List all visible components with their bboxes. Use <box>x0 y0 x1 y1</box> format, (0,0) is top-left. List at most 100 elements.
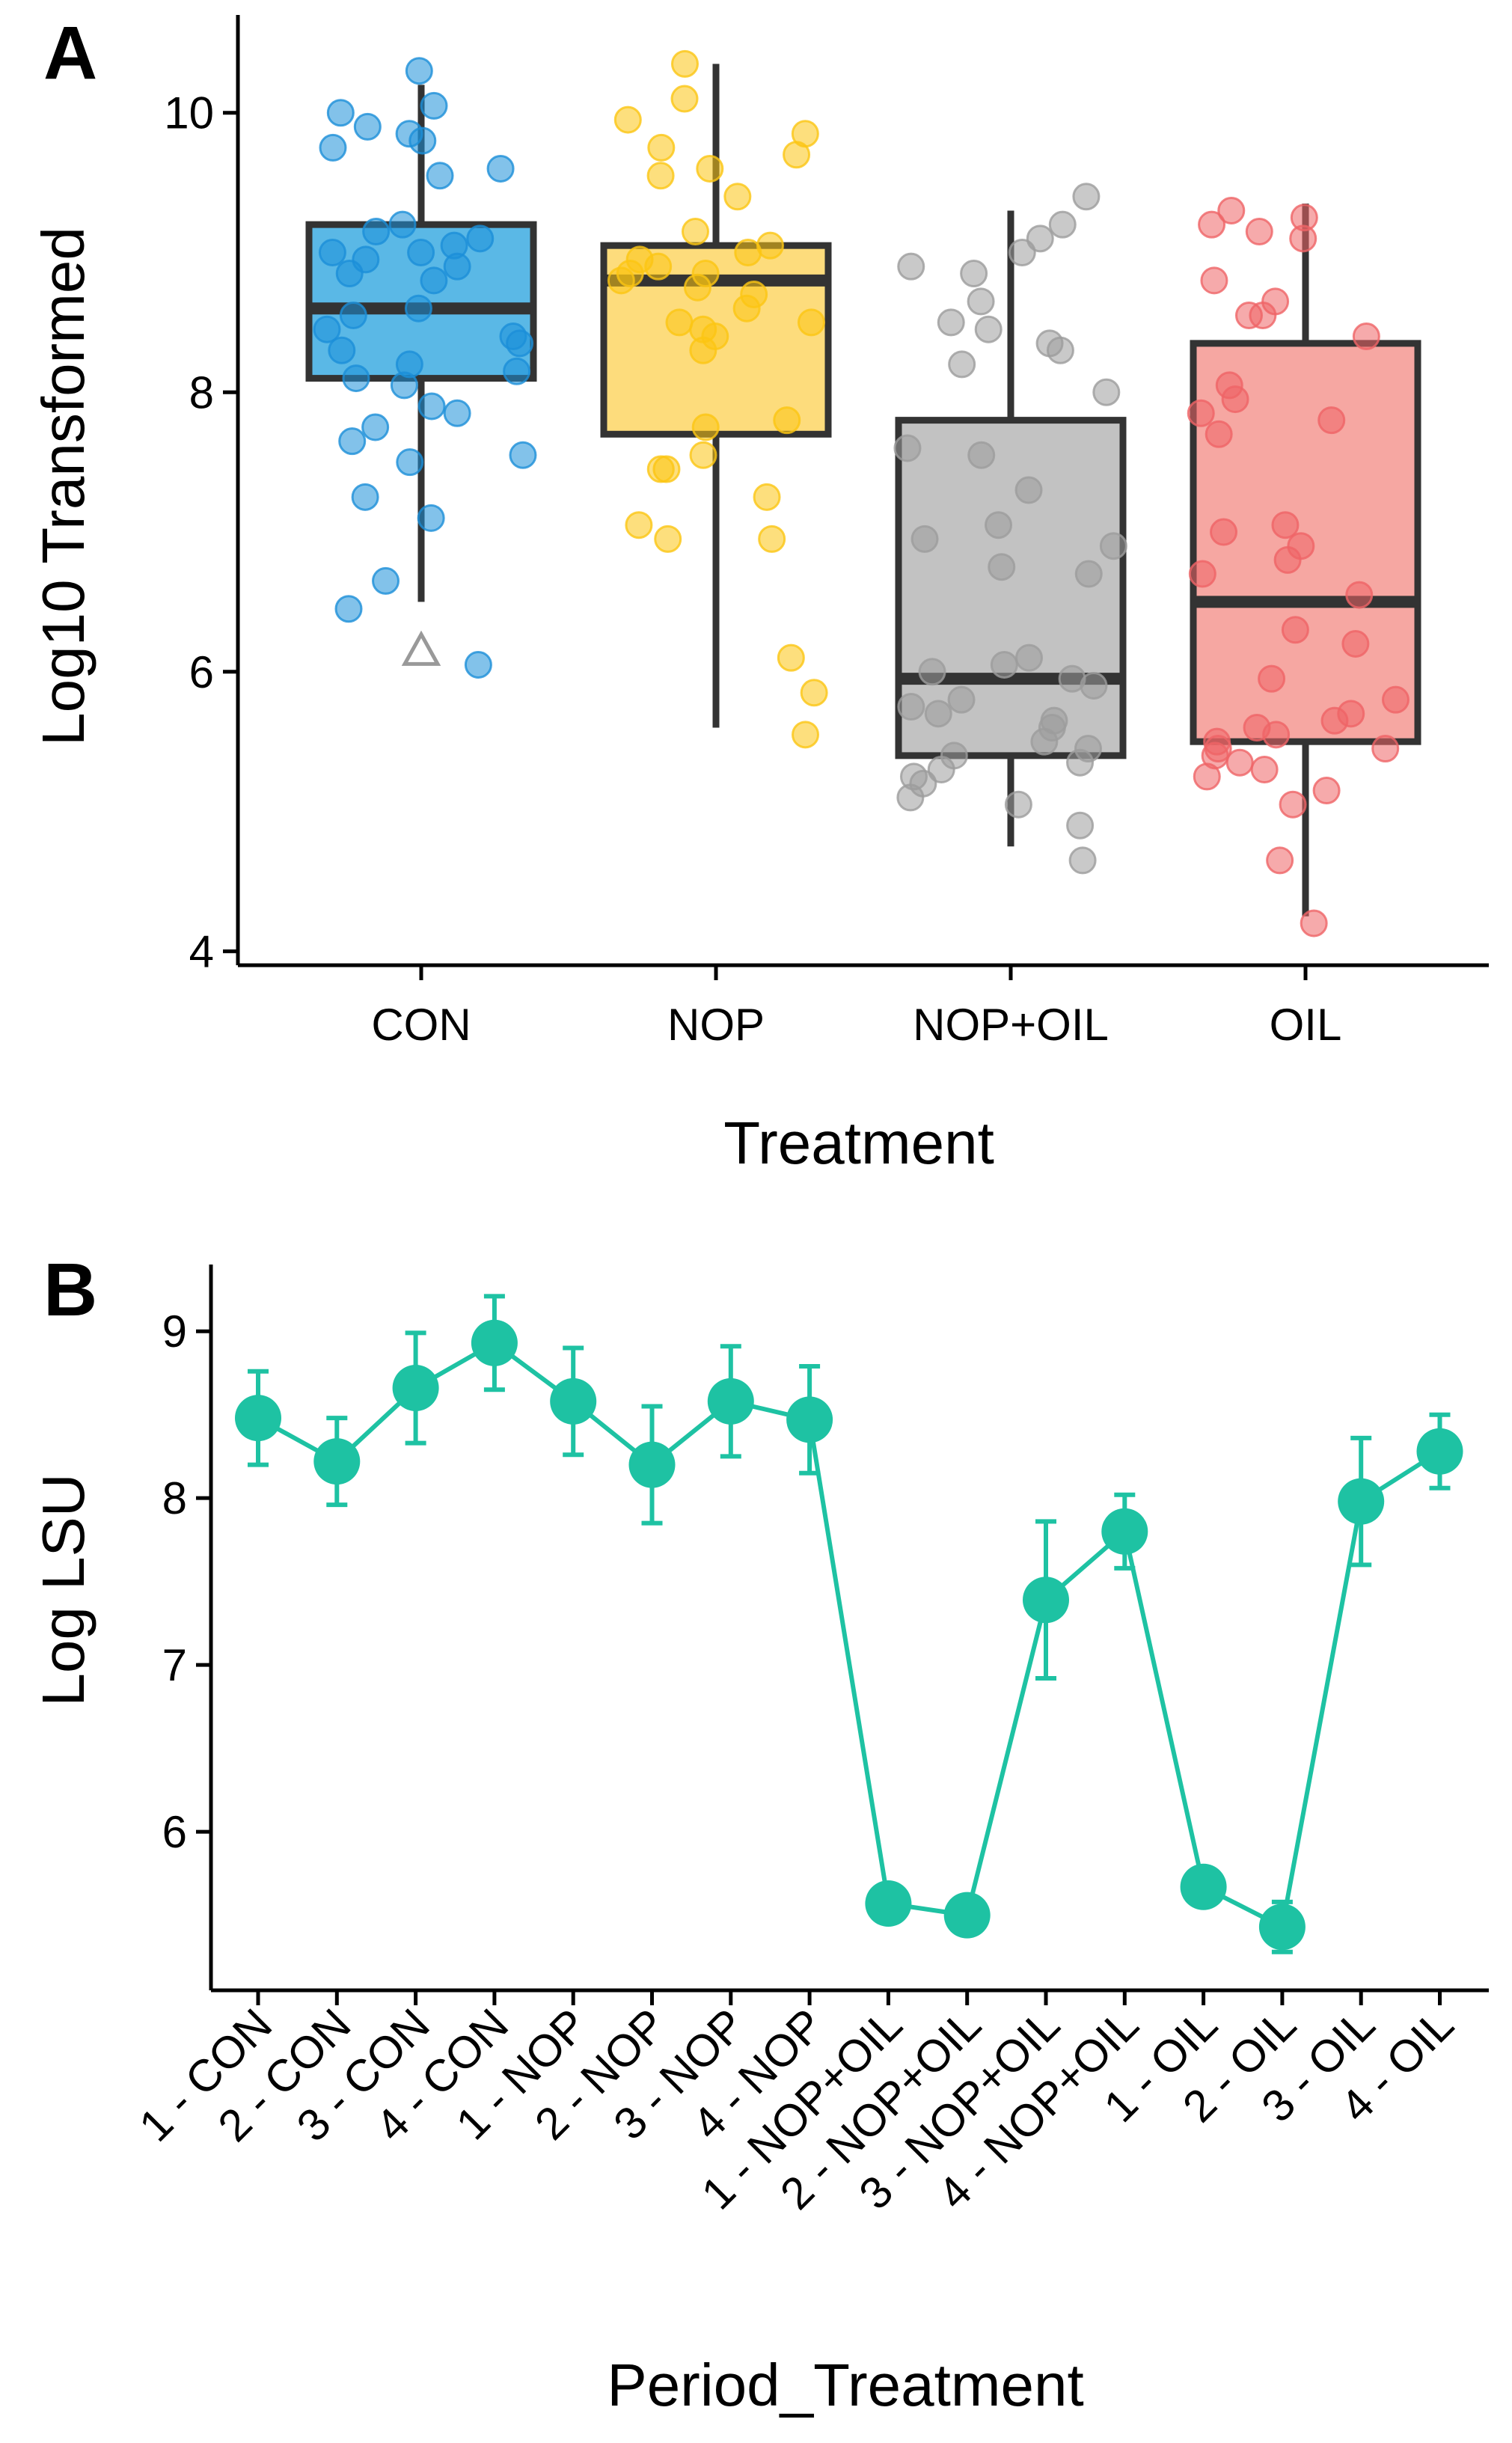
point-oil-11 <box>1221 385 1249 414</box>
point-oil-0 <box>1217 196 1246 224</box>
panel-b-series <box>235 1294 1463 1954</box>
point-nop-oil-8 <box>974 315 1003 343</box>
point-nop-oil-10 <box>1046 336 1074 364</box>
point-nop-17 <box>683 273 711 302</box>
point-oil-2 <box>1198 210 1226 239</box>
point-nop-oil-1 <box>1048 210 1077 239</box>
point-nop-oil-20 <box>1074 560 1103 588</box>
point-nop-oil-6 <box>967 287 995 316</box>
panel-a-points-overlay <box>313 49 1410 938</box>
point-nop-16 <box>607 266 635 295</box>
point-oil-33 <box>1225 748 1254 777</box>
point-con-24 <box>328 336 356 364</box>
panel-a-x-tick-label-con: CON <box>371 1000 471 1050</box>
point-con-33 <box>509 441 537 469</box>
point-nop-35 <box>800 679 828 707</box>
panel-a-x-tick-label-nop: NOP <box>667 1000 765 1050</box>
point-oil-21 <box>1281 616 1309 644</box>
point-nop-11 <box>734 239 762 266</box>
point-con-31 <box>361 413 390 441</box>
point-nop-oil-5 <box>960 260 988 288</box>
point-con-30 <box>443 399 471 427</box>
point-nop-8 <box>723 183 752 211</box>
point-con-32 <box>338 427 367 456</box>
box-nop-oil <box>895 417 1127 759</box>
point-oil-39 <box>1300 909 1328 938</box>
point-con-8 <box>426 162 454 190</box>
point-oil-26 <box>1320 706 1349 735</box>
point-nop-30 <box>753 483 781 511</box>
point-con-37 <box>372 566 400 595</box>
point-oil-24 <box>1381 685 1410 714</box>
point-nop-oil-14 <box>967 441 996 469</box>
point-con-34 <box>396 448 424 477</box>
panel-b-y-axis-title: Log LSU <box>30 1473 97 1706</box>
point-nop-oil-40 <box>1066 811 1095 840</box>
point-nop-oil-31 <box>1030 727 1059 756</box>
point-con-13 <box>318 239 346 266</box>
panel-a: A 4 6 8 10 CON NOP NOP+OIL OIL Treatment Log10 … <box>30 11 1489 1176</box>
point-nop-36 <box>792 721 820 749</box>
point-nop-oil-3 <box>1008 239 1036 266</box>
point-nop-29 <box>646 455 675 483</box>
point-nop-oil-2 <box>1026 224 1054 253</box>
point-nop-oil-35 <box>927 756 955 784</box>
point-4-con <box>471 1319 518 1366</box>
panel-b-y-tick-label-7: 7 <box>162 1640 187 1690</box>
panel-b-label: B <box>43 1248 97 1332</box>
point-nop-oil-18 <box>1099 532 1127 560</box>
point-con-7 <box>486 154 515 183</box>
point-con-2 <box>326 99 355 127</box>
point-oil-20 <box>1345 581 1374 609</box>
point-con-14 <box>407 239 435 266</box>
point-nop-34 <box>777 643 805 672</box>
point-con-1 <box>420 91 448 120</box>
point-con-35 <box>351 483 379 511</box>
point-oil-13 <box>1317 406 1346 435</box>
series-line <box>257 1340 1442 1930</box>
point-con-36 <box>417 504 445 532</box>
point-nop-6 <box>696 154 724 183</box>
point-oil-18 <box>1273 545 1302 574</box>
point-nop-oil-26 <box>947 685 976 714</box>
point-nop-7 <box>646 162 675 190</box>
point-nop-33 <box>758 525 786 553</box>
panel-a-y-axis-title: Log10 Transformed <box>30 227 97 746</box>
point-nop-oil-17 <box>910 525 939 553</box>
point-con-20 <box>339 302 367 330</box>
panel-a-y-tick-label-8: 8 <box>189 367 214 418</box>
point-oil-4 <box>1289 224 1317 253</box>
point-1-oil <box>1180 1863 1227 1910</box>
point-con-17 <box>335 260 364 288</box>
point-nop-31 <box>625 511 653 539</box>
panel-b-y-tick-label-8: 8 <box>162 1473 187 1523</box>
point-nop-20 <box>797 308 825 337</box>
point-nop-21 <box>665 308 694 337</box>
point-oil-16 <box>1210 518 1238 546</box>
point-nop-1 <box>670 85 699 113</box>
point-nop-27 <box>689 441 717 469</box>
point-oil-9 <box>1352 322 1380 351</box>
point-4-nop <box>786 1396 833 1443</box>
point-nop-oil-34 <box>1066 748 1095 777</box>
point-oil-5 <box>1200 266 1228 295</box>
point-1-nop-oil <box>865 1880 912 1927</box>
panel-b-y-tick-label-6: 6 <box>162 1807 187 1857</box>
point-nop-oil-15 <box>1014 476 1043 504</box>
panel-a-axes: 4 6 8 10 CON NOP NOP+OIL OIL <box>164 15 1489 1050</box>
point-oil-14 <box>1205 420 1233 448</box>
point-oil-35 <box>1193 762 1221 791</box>
point-nop-oil-12 <box>1092 378 1121 406</box>
point-4-oil <box>1416 1428 1463 1475</box>
point-nop-25 <box>773 406 801 435</box>
point-oil-36 <box>1312 777 1341 805</box>
panel-a-boxes <box>305 64 1421 917</box>
point-4-nop-oil <box>1101 1508 1148 1555</box>
point-oil-30 <box>1371 735 1400 763</box>
point-nop-oil-41 <box>1068 846 1097 875</box>
point-3-oil <box>1338 1478 1385 1525</box>
point-oil-12 <box>1187 399 1215 427</box>
point-nop-2 <box>613 106 642 134</box>
